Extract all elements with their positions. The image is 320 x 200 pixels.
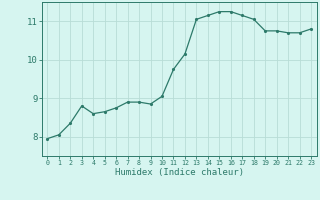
X-axis label: Humidex (Indice chaleur): Humidex (Indice chaleur) xyxy=(115,168,244,177)
